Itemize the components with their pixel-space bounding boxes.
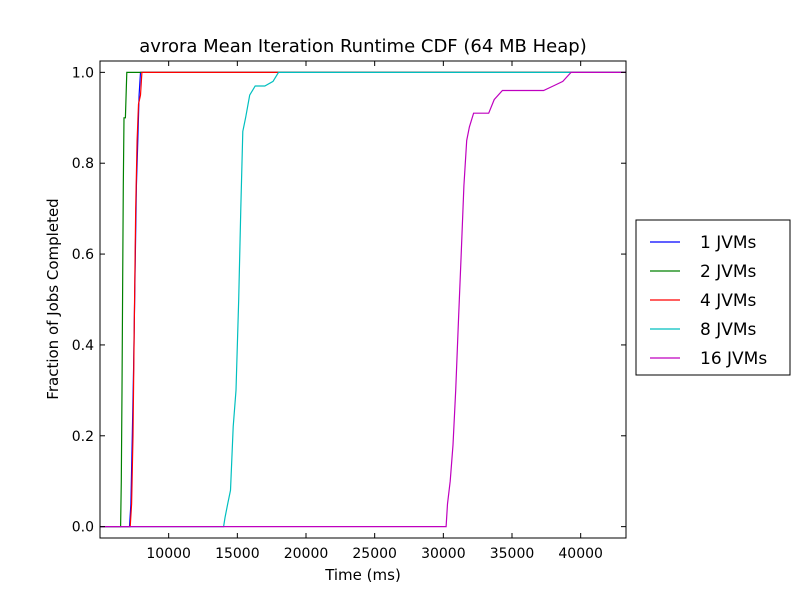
y-tick-label: 1.0	[72, 65, 94, 81]
legend-label: 2 JVMs	[700, 262, 757, 282]
chart-title: avrora Mean Iteration Runtime CDF (64 MB…	[139, 36, 586, 57]
y-tick-label: 0.4	[72, 338, 94, 354]
y-tick-label: 0.6	[72, 247, 94, 263]
legend-label: 8 JVMs	[700, 320, 757, 340]
legend-label: 4 JVMs	[700, 291, 757, 311]
series-line-3	[100, 71, 626, 528]
y-axis-label: Fraction of Jobs Completed	[44, 198, 62, 399]
y-tick-label: 0.0	[72, 520, 94, 536]
legend-label: 16 JVMs	[700, 349, 767, 369]
plot-frame	[99, 60, 627, 539]
x-tick-label: 25000	[352, 546, 397, 562]
x-tick-label: 35000	[490, 546, 535, 562]
series-line-4	[100, 71, 626, 528]
axis-ticks: 10000 15000 20000 25000 30000 35000 40000 0.0 0.…	[72, 61, 626, 562]
x-tick-label: 15000	[215, 546, 260, 562]
series-line-2	[100, 71, 626, 528]
y-tick-label: 0.8	[72, 156, 94, 172]
legend-label: 1 JVMs	[700, 233, 757, 253]
series-line-1	[100, 71, 626, 528]
y-tick-label: 0.2	[72, 429, 94, 445]
series-line-5	[100, 71, 626, 528]
x-tick-label: 40000	[558, 546, 603, 562]
x-tick-label: 30000	[421, 546, 466, 562]
x-tick-label: 20000	[284, 546, 329, 562]
plot-lines	[100, 71, 626, 528]
legend-box	[635, 219, 791, 376]
legend: 1 JVMs 2 JVMs 4 JVMs 8 JVMs 16 JVMs	[635, 219, 791, 376]
x-tick-label: 10000	[146, 546, 191, 562]
x-axis-label: Time (ms)	[324, 566, 401, 584]
